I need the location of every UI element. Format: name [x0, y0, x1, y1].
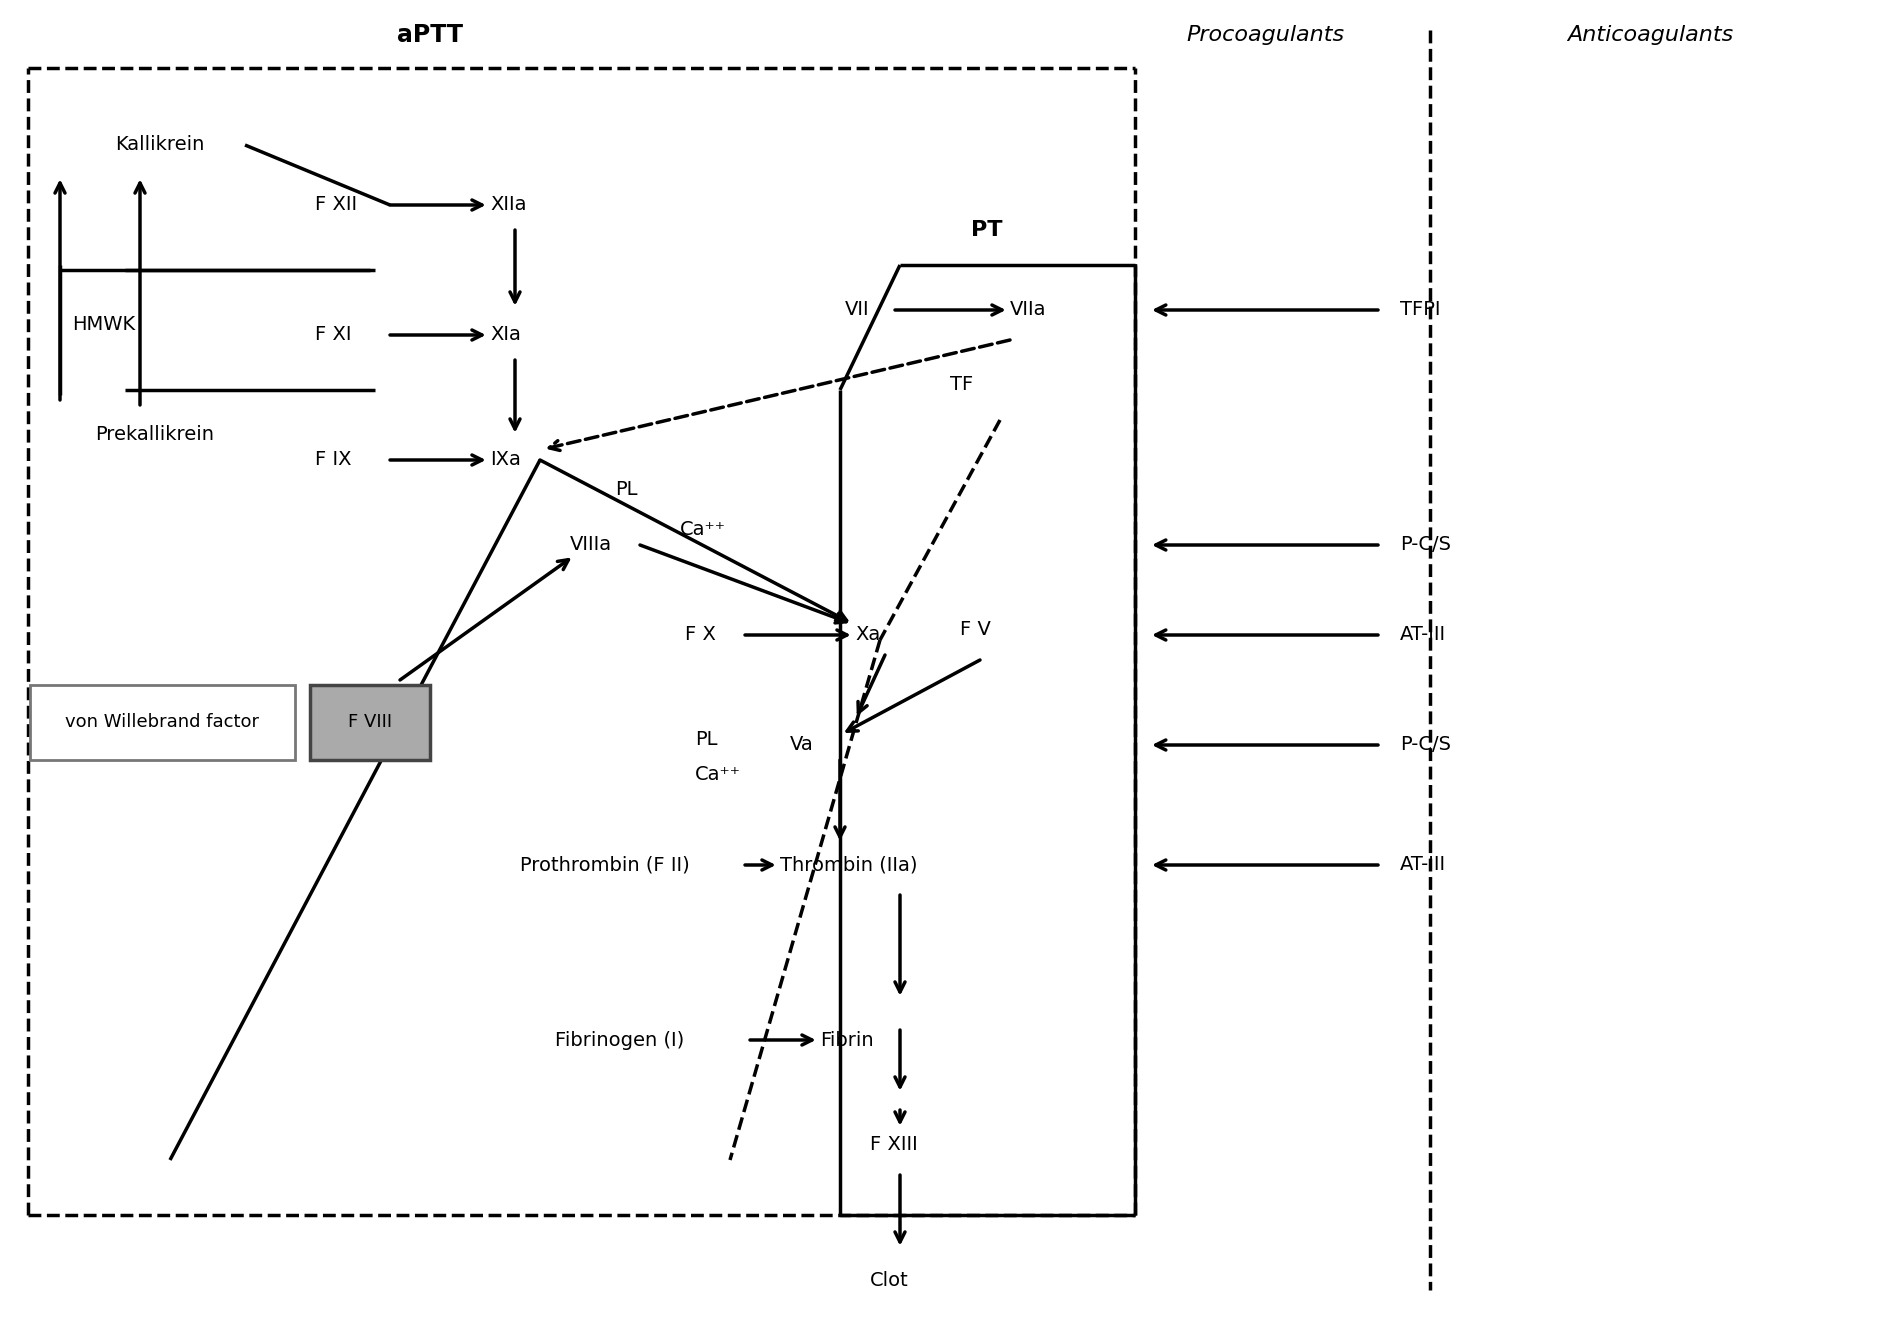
Text: Anticoagulants: Anticoagulants — [1566, 25, 1732, 45]
Text: P-C/S: P-C/S — [1400, 735, 1451, 755]
Text: F XII: F XII — [315, 195, 357, 214]
Text: F IX: F IX — [315, 450, 351, 470]
Text: IXa: IXa — [489, 450, 521, 470]
Bar — [30, 685, 295, 760]
Text: P-C/S: P-C/S — [1400, 536, 1451, 554]
Text: TFPI: TFPI — [1400, 301, 1441, 319]
Bar — [310, 685, 431, 760]
Text: Xa: Xa — [856, 626, 880, 644]
Text: PL: PL — [695, 730, 718, 750]
Text: VIIa: VIIa — [1011, 301, 1047, 319]
Text: F X: F X — [686, 626, 716, 644]
Text: PL: PL — [616, 480, 637, 499]
Text: Ca⁺⁺: Ca⁺⁺ — [695, 766, 740, 784]
Text: AT-III: AT-III — [1400, 626, 1447, 644]
Text: Ca⁺⁺: Ca⁺⁺ — [680, 520, 725, 540]
Text: Fibrin: Fibrin — [820, 1031, 873, 1049]
Text: F XI: F XI — [315, 326, 351, 345]
Text: Kallikrein: Kallikrein — [115, 136, 204, 154]
Text: Prekallikrein: Prekallikrein — [94, 425, 213, 445]
Text: VII: VII — [844, 301, 869, 319]
Text: Procoagulants: Procoagulants — [1186, 25, 1345, 45]
Text: XIIa: XIIa — [489, 195, 527, 214]
Text: AT-III: AT-III — [1400, 855, 1447, 874]
Text: Prothrombin (F II): Prothrombin (F II) — [519, 855, 689, 874]
Text: Thrombin (IIa): Thrombin (IIa) — [780, 855, 918, 874]
Text: F V: F V — [960, 620, 992, 639]
Text: aPTT: aPTT — [397, 22, 463, 48]
Text: XIa: XIa — [489, 326, 521, 345]
Text: Va: Va — [790, 735, 814, 755]
Text: von Willebrand factor: von Willebrand factor — [64, 713, 259, 731]
Text: VIIIa: VIIIa — [570, 536, 612, 554]
Text: F XIII: F XIII — [871, 1135, 918, 1155]
Text: F VIII: F VIII — [348, 713, 393, 731]
Text: Clot: Clot — [871, 1270, 909, 1290]
Text: TF: TF — [950, 375, 973, 395]
Text: Fibrinogen (I): Fibrinogen (I) — [555, 1031, 684, 1049]
Text: PT: PT — [971, 220, 1003, 240]
Text: HMWK: HMWK — [72, 315, 136, 334]
